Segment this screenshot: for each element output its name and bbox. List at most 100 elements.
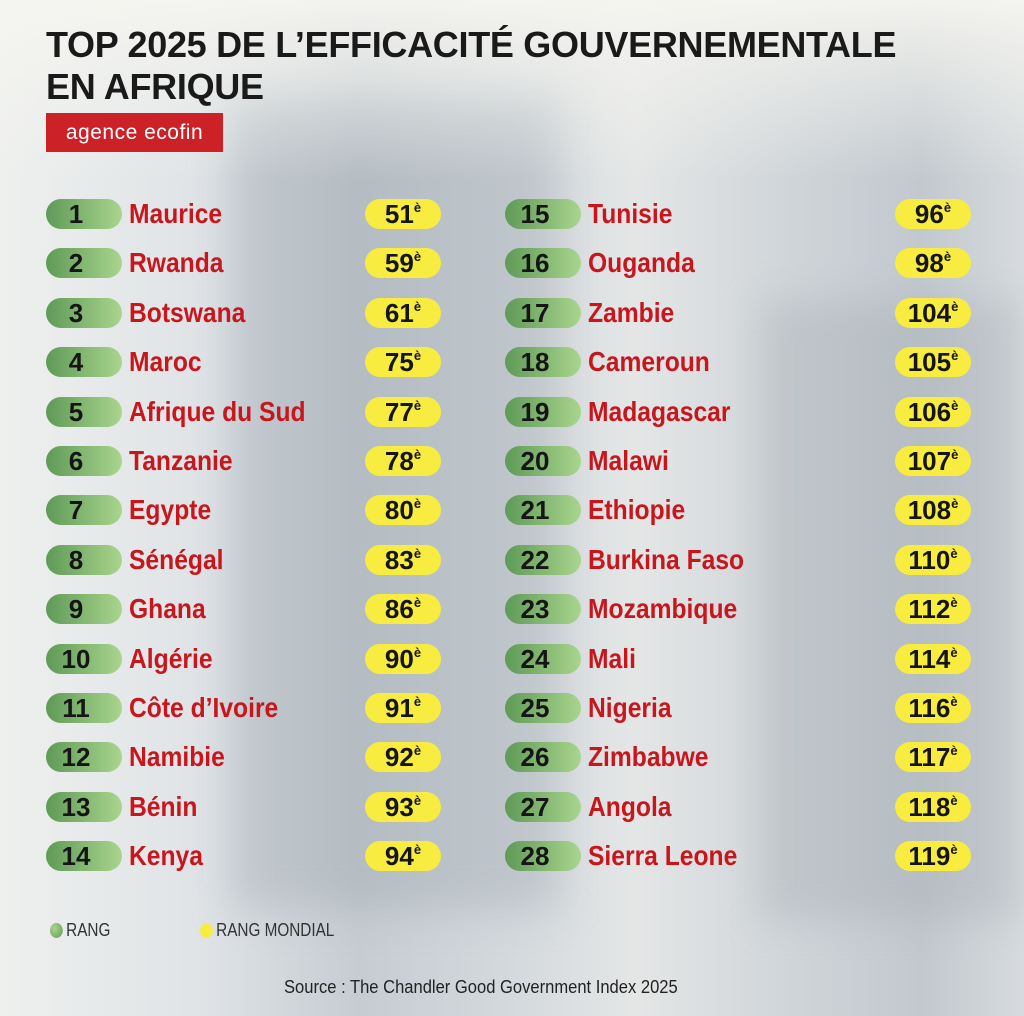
world-rank-value: 108 [907,495,952,526]
country-name: Madagascar [588,395,731,427]
ordinal-suffix: è [950,842,958,858]
country-name: Mozambique [588,593,738,625]
rank-value: 3 [68,297,84,328]
world-rank-value: 90 [384,643,414,674]
world-rank-pill: 112è [895,594,971,625]
ordinal-suffix: è [943,200,952,215]
rank-pill: 12 [46,742,122,773]
rank-pill: 15 [505,199,581,229]
rank-value: 19 [520,396,550,427]
title-light: TOP 2025 [46,24,217,65]
world-rank-pill: 90è [365,643,441,674]
ordinal-suffix: è [413,792,422,808]
ordinal-suffix: è [413,496,422,512]
country-name: Ghana [129,593,206,625]
world-rank-pill: 107è [895,446,971,476]
rank-value: 23 [520,594,550,625]
country-name: Maroc [129,346,202,378]
title-bold-line1: DE L’EFFICACITÉ GOUVERNEMENTALE [216,24,897,65]
legend-label: RANG MONDIAL [216,920,335,940]
rank-value: 15 [520,199,550,229]
rank-pill: 14 [46,841,122,872]
rank-pill: 5 [46,396,122,427]
ordinal-suffix: è [413,644,422,660]
rank-value: 18 [520,347,550,378]
country-name: Algérie [129,642,213,674]
rank-value: 8 [68,544,84,575]
rank-pill: 25 [505,693,581,723]
world-rank-pill: 77è [365,396,441,427]
world-rank-value: 118 [908,791,951,822]
ordinal-suffix: è [413,298,422,314]
rank-value: 7 [68,495,84,526]
rank-pill: 22 [505,544,581,575]
world-rank-value: 92 [384,742,414,773]
world-rank-pill: 91è [365,693,441,723]
world-rank-pill: 96è [895,199,971,229]
rank-pill: 1 [46,199,122,229]
rank-value: 9 [68,594,84,625]
world-rank-value: 93 [384,791,414,822]
rank-pill: 17 [505,297,581,328]
rank-pill: 16 [505,248,581,279]
background-building [760,300,1020,920]
green-dot-icon [50,923,63,938]
country-name: Tunisie [588,198,673,229]
source-note: Source : The Chandler Good Government In… [284,977,678,997]
ordinal-suffix: è [951,447,959,462]
rank-pill: 23 [505,594,581,625]
page-title: TOP 2025 DE L’EFFICACITÉ GOUVERNEMENTALE… [46,24,896,108]
rank-pill: 8 [46,544,122,575]
ordinal-suffix: è [943,249,952,265]
rank-pill: 18 [505,347,581,378]
rank-pill: 21 [505,495,581,526]
rank-value: 13 [61,791,91,822]
rank-pill: 19 [505,396,581,427]
ordinal-suffix: è [950,644,958,660]
world-rank-value: 105 [907,347,952,378]
rank-value: 12 [61,742,91,773]
title-bold-line2: EN AFRIQUE [46,66,264,107]
country-name: Namibie [129,741,225,773]
world-rank-pill: 114è [895,643,971,674]
country-name: Zimbabwe [588,741,709,773]
world-rank-value: 77 [384,396,414,427]
world-rank-pill: 94è [365,841,441,872]
world-rank-pill: 83è [365,544,441,575]
ordinal-suffix: è [950,595,958,611]
world-rank-value: 98 [914,248,944,279]
ordinal-suffix: è [950,694,958,709]
country-name: Sénégal [129,543,224,575]
rank-value: 28 [520,841,550,872]
country-name: Zambie [588,296,675,328]
world-rank-value: 83 [384,544,414,575]
world-rank-pill: 104è [895,297,971,328]
rank-value: 20 [520,446,550,476]
ordinal-suffix: è [413,595,422,611]
country-name: Egypte [129,494,212,526]
country-name: Ethiopie [588,494,686,526]
world-rank-value: 106 [907,396,952,427]
country-name: Nigeria [588,692,672,723]
world-rank-pill: 59è [365,248,441,279]
rank-value: 11 [62,693,90,723]
legend-rang: RANG [50,920,110,941]
rank-value: 21 [520,495,550,526]
world-rank-pill: 106è [895,396,971,427]
world-rank-pill: 119è [895,841,971,872]
country-name: Rwanda [129,247,224,279]
ordinal-suffix: è [951,298,959,314]
legend-rang-mondial: RANG MONDIAL [200,920,334,941]
world-rank-pill: 75è [365,347,441,378]
rank-pill: 11 [46,693,122,723]
country-name: Ouganda [588,247,695,279]
world-rank-value: 110 [908,544,951,575]
world-rank-value: 51 [384,199,414,229]
world-rank-value: 86 [384,594,414,625]
country-name: Bénin [129,790,198,822]
ordinal-suffix: è [951,348,959,364]
world-rank-value: 116 [908,693,951,723]
rank-value: 25 [520,693,550,723]
world-rank-pill: 78è [365,446,441,476]
agence-ecofin-logo: agence ecofin [46,113,223,152]
